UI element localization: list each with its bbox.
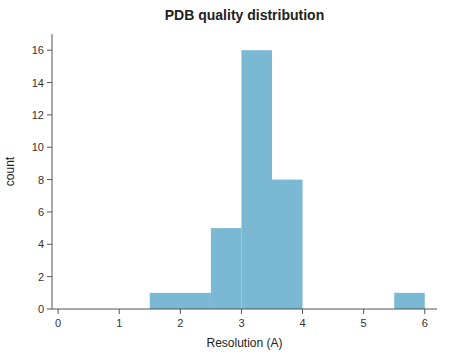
y-tick-label: 6 — [38, 206, 44, 218]
x-tick-label: 4 — [299, 317, 305, 329]
chart-container: 01234560246810121416PDB quality distribu… — [0, 0, 453, 357]
x-tick — [241, 309, 242, 314]
y-tick-label: 4 — [38, 238, 44, 250]
bar — [211, 228, 242, 309]
y-tick-label: 10 — [32, 141, 44, 153]
y-tick-label: 0 — [38, 303, 44, 315]
bar — [272, 180, 303, 309]
chart: 01234560246810121416PDB quality distribu… — [0, 0, 453, 357]
y-tick — [47, 147, 52, 148]
x-tick-label: 6 — [422, 317, 428, 329]
x-tick — [302, 309, 303, 314]
y-tick-label: 12 — [32, 109, 44, 121]
x-axis-line — [52, 309, 437, 310]
y-tick — [47, 114, 52, 115]
x-tick — [180, 309, 181, 314]
y-tick — [47, 82, 52, 83]
y-tick — [47, 50, 52, 51]
x-tick — [363, 309, 364, 314]
x-tick-label: 0 — [55, 317, 61, 329]
y-tick-label: 14 — [32, 77, 44, 89]
bar — [150, 293, 211, 309]
x-tick — [58, 309, 59, 314]
y-tick-label: 8 — [38, 174, 44, 186]
bar — [241, 50, 272, 309]
x-tick-label: 2 — [177, 317, 183, 329]
y-tick — [47, 211, 52, 212]
bar — [394, 293, 425, 309]
x-tick-label: 1 — [116, 317, 122, 329]
y-tick-label: 16 — [32, 44, 44, 56]
x-tick-label: 3 — [238, 317, 244, 329]
y-tick — [47, 244, 52, 245]
x-tick-label: 5 — [361, 317, 367, 329]
bars — [150, 50, 425, 309]
title: PDB quality distribution — [165, 7, 324, 23]
y-tick-label: 2 — [38, 271, 44, 283]
y-tick — [47, 179, 52, 180]
y-tick — [47, 309, 52, 310]
x-tick — [424, 309, 425, 314]
y-tick — [47, 276, 52, 277]
y-axis-label: count — [3, 156, 17, 186]
y-axis-line — [52, 34, 53, 309]
x-axis-label: Resolution (A) — [206, 336, 282, 350]
x-tick — [119, 309, 120, 314]
